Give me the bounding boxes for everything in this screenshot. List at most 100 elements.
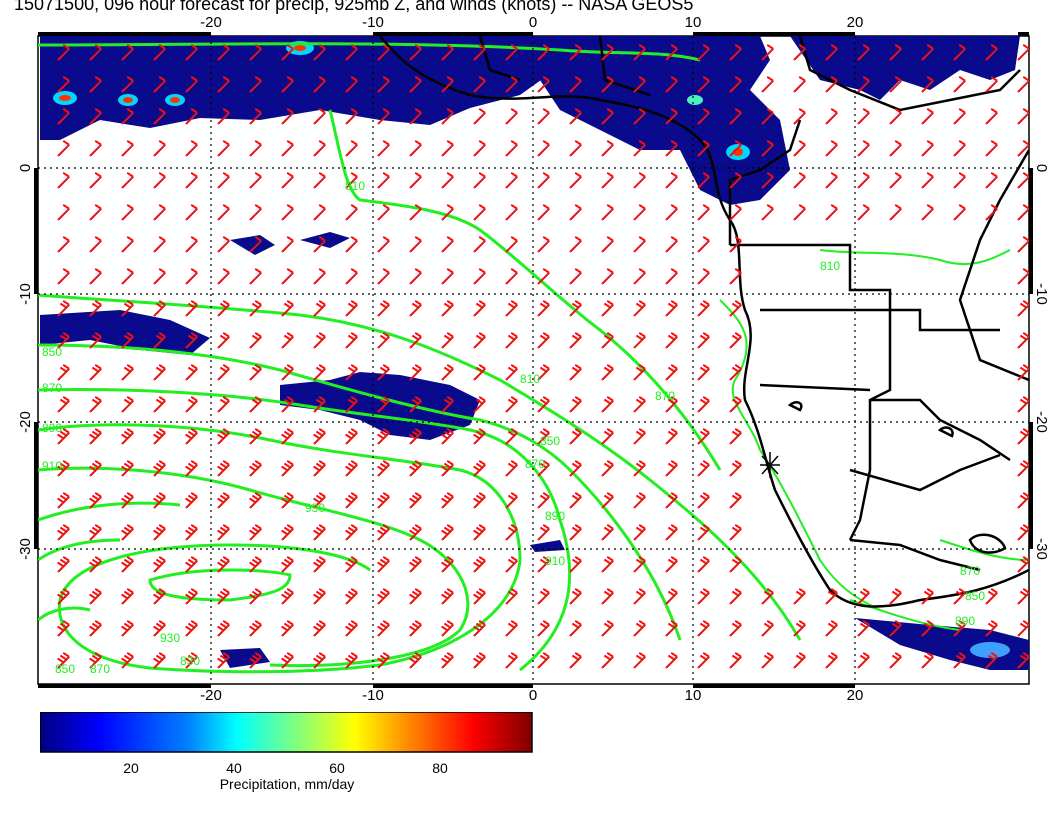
- wind-barb: [57, 107, 70, 125]
- wind-barb: [537, 43, 550, 61]
- wind-barb: [857, 171, 870, 189]
- contour-label: 870: [42, 381, 62, 395]
- wind-barb: [345, 619, 358, 637]
- contour-label: 930: [305, 501, 325, 515]
- lon-label-top: 20: [847, 14, 864, 31]
- wind-barb: [665, 651, 678, 669]
- wind-barb: [249, 331, 262, 349]
- wind-barb: [441, 427, 454, 445]
- wind-barb: [921, 43, 934, 61]
- wind-barb: [537, 139, 550, 157]
- wind-barb: [665, 427, 678, 445]
- wind-barb: [89, 459, 102, 477]
- contour-label: 850: [55, 662, 75, 676]
- wind-barb: [153, 331, 166, 349]
- wind-barb: [409, 555, 422, 573]
- wind-barb: [473, 395, 486, 413]
- wind-barb: [633, 459, 646, 477]
- wind-barb: [537, 171, 550, 189]
- wind-barb: [249, 107, 262, 125]
- wind-barb: [985, 619, 998, 637]
- wind-barb: [601, 139, 614, 157]
- wind-barb: [249, 139, 262, 157]
- wind-barb: [345, 107, 358, 125]
- colorbar-tick: 60: [329, 760, 345, 776]
- wind-barb: [505, 107, 518, 125]
- wind-barb: [121, 43, 134, 61]
- wind-barb: [601, 459, 614, 477]
- wind-barb: [281, 331, 294, 349]
- wind-barb: [313, 619, 326, 637]
- wind-barb: [569, 203, 582, 221]
- lon-label-bottom: 0: [529, 687, 537, 700]
- wind-barb: [377, 427, 390, 445]
- wind-barb: [697, 491, 710, 509]
- wind-barb: [409, 75, 422, 93]
- precip-itcz-band: [40, 36, 560, 140]
- wind-barb: [153, 491, 166, 509]
- wind-barb: [217, 139, 230, 157]
- wind-barb: [281, 299, 294, 317]
- wind-barb: [505, 619, 518, 637]
- wind-barb: [249, 491, 262, 509]
- wind-barb: [441, 75, 454, 93]
- wind-barb: [473, 331, 486, 349]
- map-title: 15071500, 096 hour forecast for precip, …: [14, 0, 694, 14]
- wind-barb: [601, 523, 614, 541]
- wind-barb: [441, 235, 454, 253]
- wind-barb: [505, 555, 518, 573]
- wind-barb: [409, 267, 422, 285]
- wind-barb: [985, 43, 998, 61]
- wind-barb: [281, 203, 294, 221]
- wind-barb: [121, 363, 134, 381]
- frame-edge-bars: [34, 32, 1033, 688]
- wind-barb: [537, 395, 550, 413]
- wind-barb: [217, 395, 230, 413]
- wind-barb: [697, 203, 710, 221]
- wind-barb: [665, 107, 678, 125]
- wind-barb: [313, 395, 326, 413]
- wind-barb: [153, 555, 166, 573]
- wind-barb: [569, 75, 582, 93]
- wind-barb: [345, 459, 358, 477]
- wind-barb: [377, 619, 390, 637]
- wind-barb: [729, 299, 742, 317]
- wind-barb: [57, 331, 70, 349]
- wind-barb: [153, 395, 166, 413]
- wind-barb: [761, 107, 774, 125]
- wind-barb: [57, 651, 70, 669]
- wind-barb: [57, 203, 70, 221]
- wind-barb: [1017, 619, 1029, 637]
- wind-barb: [441, 555, 454, 573]
- wind-barb: [409, 107, 422, 125]
- wind-barb: [409, 427, 422, 445]
- wind-barb: [345, 267, 358, 285]
- wind-barb: [601, 267, 614, 285]
- wind-barb: [473, 523, 486, 541]
- wind-barb: [761, 619, 774, 637]
- wind-barb: [217, 427, 230, 445]
- wind-barb: [57, 619, 70, 637]
- wind-barb: [729, 619, 742, 637]
- wind-barb: [409, 619, 422, 637]
- wind-barb: [857, 587, 870, 605]
- wind-barb: [409, 43, 422, 61]
- wind-barb: [601, 299, 614, 317]
- wind-barb: [185, 459, 198, 477]
- wind-barb: [89, 363, 102, 381]
- wind-barb: [441, 491, 454, 509]
- wind-barb: [921, 75, 934, 93]
- wind-barb: [185, 619, 198, 637]
- wind-barb: [57, 75, 70, 93]
- wind-barb: [473, 555, 486, 573]
- wind-barb: [857, 75, 870, 93]
- wind-barb: [505, 299, 518, 317]
- wind-barb: [377, 331, 390, 349]
- wind-barb: [313, 43, 326, 61]
- wind-barb: [985, 171, 998, 189]
- wind-barb: [185, 555, 198, 573]
- wind-barb: [985, 75, 998, 93]
- wind-barb: [537, 619, 550, 637]
- wind-barb: [121, 523, 134, 541]
- wind-barb: [729, 395, 742, 413]
